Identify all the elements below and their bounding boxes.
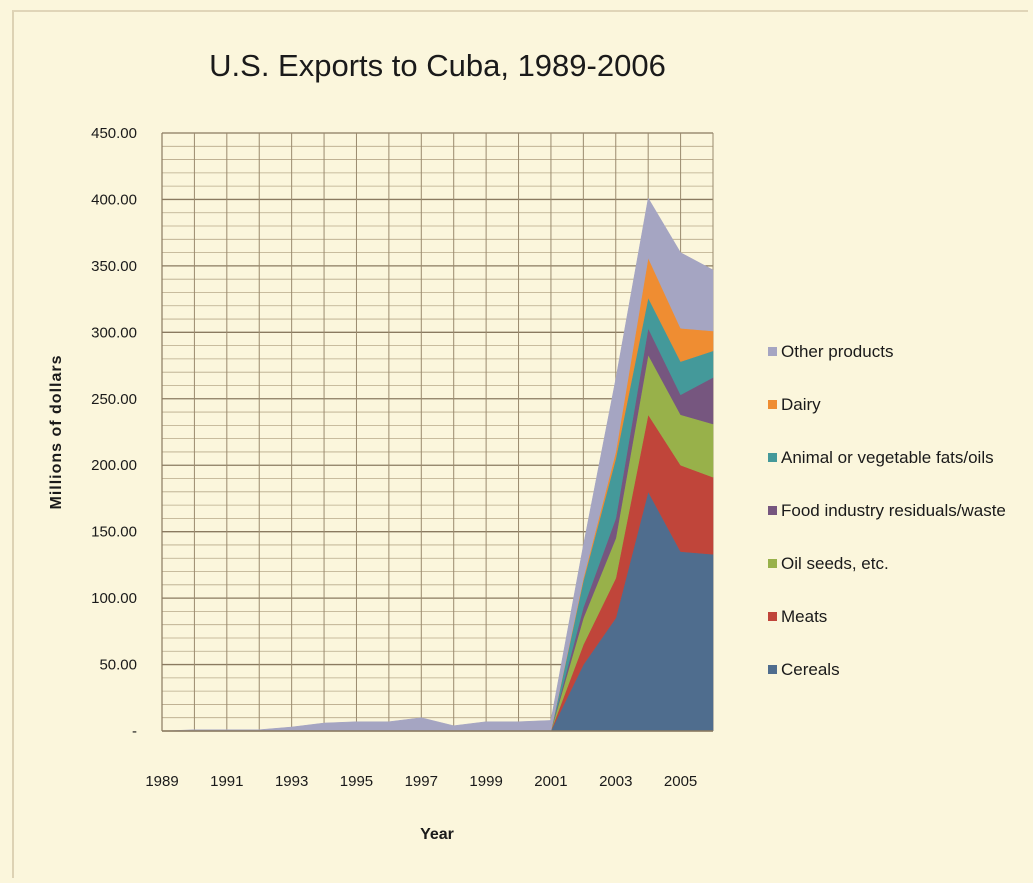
y-tick-label: 100.00 — [91, 590, 137, 607]
legend-swatch — [768, 400, 777, 409]
x-tick-label: 2001 — [534, 773, 567, 790]
legend-item: Other products — [768, 325, 1030, 378]
x-tick-label: 1997 — [405, 773, 438, 790]
y-tick-label: 50.00 — [99, 657, 137, 674]
legend-label: Cereals — [781, 659, 840, 679]
y-tick-label: 300.00 — [91, 324, 137, 341]
legend-item: Cereals — [768, 643, 1030, 696]
y-tick-label: 150.00 — [91, 524, 137, 541]
x-tick-label: 2005 — [664, 773, 697, 790]
x-tick-label: 1993 — [275, 773, 308, 790]
x-tick-label: 1995 — [340, 773, 373, 790]
x-tick-label: 1991 — [210, 773, 243, 790]
legend-item: Animal or vegetable fats/oils — [768, 431, 1030, 484]
y-tick-label: 250.00 — [91, 391, 137, 408]
chart-legend: Other products Dairy Animal or vegetable f… — [768, 325, 1030, 696]
y-tick-label: 350.00 — [91, 258, 137, 275]
x-tick-label: 1989 — [145, 773, 178, 790]
legend-label: Dairy — [781, 394, 821, 414]
legend-label: Oil seeds, etc. — [781, 553, 889, 573]
legend-swatch — [768, 559, 777, 568]
chart-frame — [12, 10, 1028, 878]
y-tick-label: 400.00 — [91, 191, 137, 208]
legend-label: Food industry residuals/waste — [781, 500, 1006, 520]
legend-label: Animal or vegetable fats/oils — [781, 447, 994, 467]
y-tick-label: - — [132, 723, 137, 740]
y-tick-label: 200.00 — [91, 457, 137, 474]
legend-item: Oil seeds, etc. — [768, 537, 1030, 590]
legend-item: Dairy — [768, 378, 1030, 431]
legend-item: Food industry residuals/waste — [768, 484, 1030, 537]
y-tick-label: 450.00 — [91, 125, 137, 142]
legend-swatch — [768, 665, 777, 674]
legend-swatch — [768, 506, 777, 515]
x-axis-label: Year — [420, 826, 454, 843]
legend-swatch — [768, 453, 777, 462]
chart-title: U.S. Exports to Cuba, 1989-2006 — [209, 48, 666, 83]
legend-item: Meats — [768, 590, 1030, 643]
legend-label: Meats — [781, 606, 828, 626]
legend-label: Other products — [781, 341, 894, 361]
x-tick-label: 2003 — [599, 773, 632, 790]
legend-swatch — [768, 612, 777, 621]
legend-swatch — [768, 347, 777, 356]
x-tick-label: 1999 — [469, 773, 502, 790]
